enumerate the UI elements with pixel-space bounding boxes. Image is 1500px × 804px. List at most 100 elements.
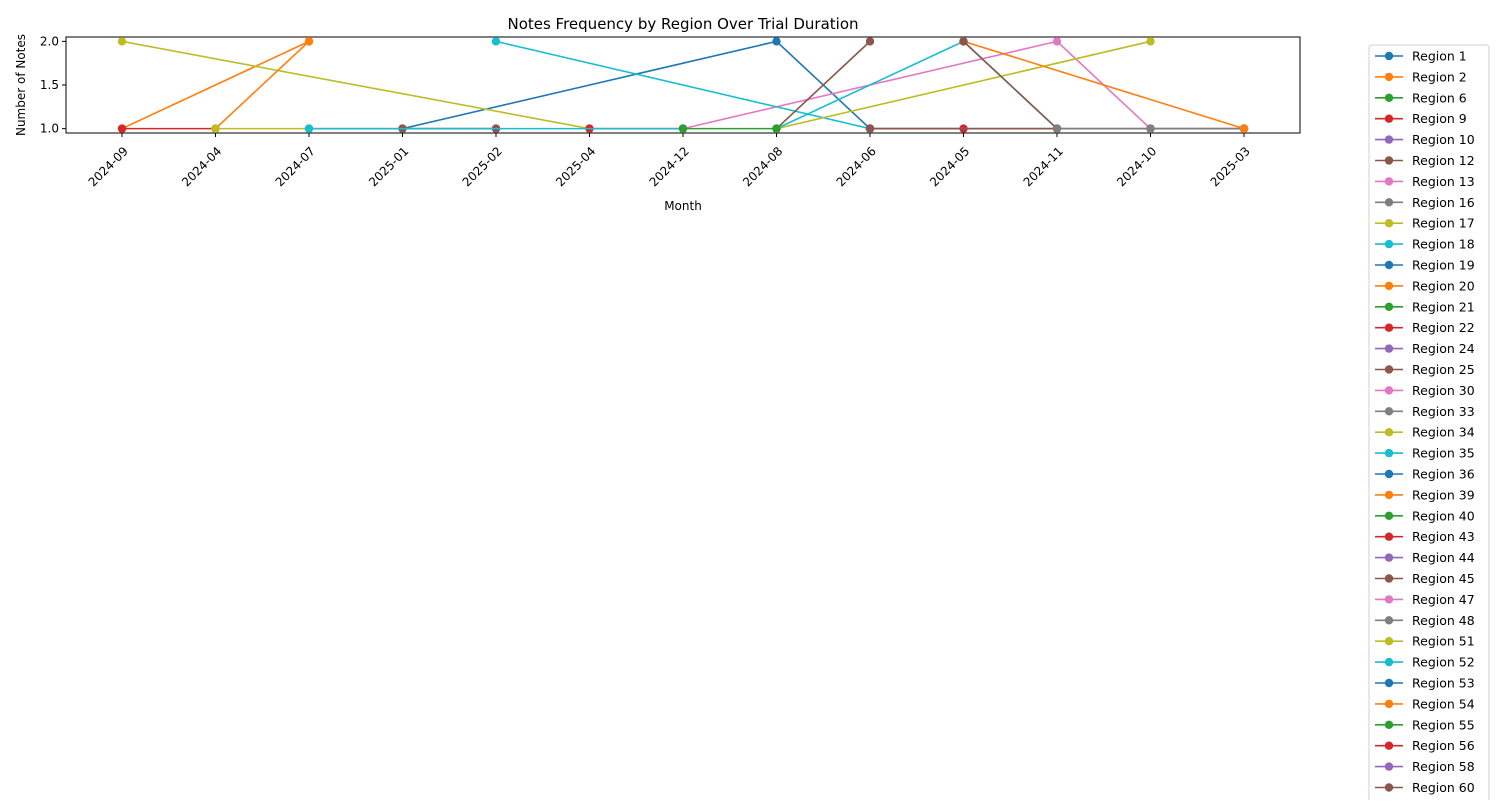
series-line [121, 40, 590, 130]
legend-marker [1384, 657, 1394, 667]
x-tick-label: 2024-05 [927, 144, 972, 189]
legend-entry: Region 60 [1375, 780, 1475, 795]
legend-label: Region 48 [1412, 613, 1475, 628]
data-point [865, 37, 875, 46]
legend-marker [1384, 720, 1394, 729]
legend-label: Region 13 [1412, 174, 1475, 189]
data-point [211, 124, 220, 133]
legend-label: Region 58 [1412, 759, 1475, 774]
legend-marker [1384, 428, 1394, 437]
x-tick-label: 2024-12 [647, 144, 692, 189]
legend-entry: Region 24 [1375, 341, 1475, 356]
legend-label: Region 30 [1412, 383, 1475, 398]
legend-label: Region 22 [1412, 320, 1475, 335]
legend-entry: Region 56 [1375, 738, 1475, 753]
legend-marker [1384, 344, 1394, 353]
legend-marker [1384, 177, 1394, 186]
legend-label: Region 56 [1412, 738, 1475, 753]
legend-marker [1384, 365, 1394, 374]
legend-label: Region 34 [1412, 425, 1475, 440]
legend-label: Region 17 [1412, 216, 1475, 231]
series-line [214, 40, 310, 130]
x-tick-label: 2024-07 [273, 144, 318, 189]
legend-entry: Region 17 [1375, 216, 1475, 231]
legend-entry: Region 40 [1375, 508, 1475, 523]
legend-label: Region 33 [1412, 404, 1475, 419]
x-tick-label: 2024-06 [834, 144, 879, 189]
legend-marker [1384, 198, 1394, 207]
legend-entry: Region 36 [1375, 467, 1475, 482]
legend-marker [1384, 469, 1394, 479]
legend-marker [1384, 260, 1394, 270]
legend-marker [1384, 407, 1394, 416]
legend-label: Region 19 [1412, 258, 1475, 273]
legend-entry: Region 58 [1375, 759, 1475, 774]
legend-label: Region 2 [1412, 69, 1467, 84]
data-point [491, 37, 501, 46]
x-tick-label: 2024-08 [740, 144, 785, 189]
legend-entry: Region 6 [1375, 90, 1467, 105]
series-line [962, 40, 1058, 130]
legend-entry: Region 20 [1375, 278, 1475, 293]
legend-label: Region 40 [1412, 508, 1475, 523]
legend-label: Region 10 [1412, 132, 1475, 147]
legend-entry: Region 25 [1375, 362, 1475, 377]
series-region-17 [117, 37, 594, 133]
legend-marker [1384, 741, 1394, 750]
x-tick-label: 2025-02 [460, 144, 505, 189]
legend-entry: Region 16 [1375, 195, 1475, 210]
legend-label: Region 21 [1412, 299, 1475, 314]
legend-entry: Region 55 [1375, 717, 1475, 732]
legend-marker [1384, 135, 1394, 144]
legend-label: Region 25 [1412, 362, 1475, 377]
legend-entry: Region 22 [1375, 320, 1475, 335]
series-region-35 [772, 37, 1062, 133]
x-tick-label: 2025-01 [366, 144, 411, 189]
y-axis-label: Number of Notes [14, 34, 28, 136]
legend-label: Region 53 [1412, 676, 1475, 691]
x-tick-label: 2024-04 [179, 144, 224, 189]
legend-entry: Region 34 [1375, 425, 1475, 440]
legend-marker [1384, 93, 1394, 103]
legend-label: Region 43 [1412, 529, 1475, 544]
x-tick-label: 2024-10 [1114, 144, 1159, 189]
series-region-54 [1239, 124, 1249, 133]
legend-marker [1384, 386, 1394, 395]
x-axis-label: Month [664, 199, 702, 213]
legend-entry: Region 48 [1375, 613, 1475, 628]
legend-entry: Region 51 [1375, 634, 1475, 649]
y-tick-label: 1.0 [40, 122, 59, 136]
legend-entry: Region 44 [1375, 550, 1475, 565]
legend-entry: Region 10 [1375, 132, 1475, 147]
legend-label: Region 9 [1412, 111, 1467, 126]
legend-marker [1384, 323, 1394, 332]
chart-title: Notes Frequency by Region Over Trial Dur… [507, 15, 858, 33]
legend-marker [1384, 448, 1394, 458]
legend-label: Region 24 [1412, 341, 1475, 356]
plot-area: 1.0 1.5 2.0 2024-09 2024-04 2024-07 2025-01 202… [40, 34, 1301, 189]
legend-entry: Region 9 [1375, 111, 1467, 126]
legend-entry: Region 18 [1375, 237, 1475, 252]
series-region-20 [211, 37, 314, 133]
series-line [682, 40, 1152, 130]
data-point [959, 37, 968, 46]
legend-label: Region 44 [1412, 550, 1475, 565]
y-tick-label: 2.0 [40, 34, 59, 48]
legend-entry: Region 33 [1375, 404, 1475, 419]
legend-marker [1384, 72, 1394, 82]
legend-marker [1384, 553, 1394, 562]
legend-label: Region 45 [1412, 571, 1475, 586]
data-point [304, 37, 314, 46]
legend-label: Region 20 [1412, 278, 1475, 293]
x-tick-label: 2025-03 [1208, 144, 1253, 189]
legend-label: Region 6 [1412, 90, 1467, 105]
legend-marker [1384, 239, 1394, 249]
legend-label: Region 36 [1412, 467, 1475, 482]
data-point [678, 124, 688, 133]
legend-marker [1384, 302, 1394, 311]
data-point [1146, 37, 1155, 46]
legend-entry: Region 43 [1375, 529, 1475, 544]
legend-label: Region 47 [1412, 592, 1475, 607]
legend-label: Region 51 [1412, 634, 1475, 649]
legend-label: Region 1 [1412, 49, 1467, 64]
